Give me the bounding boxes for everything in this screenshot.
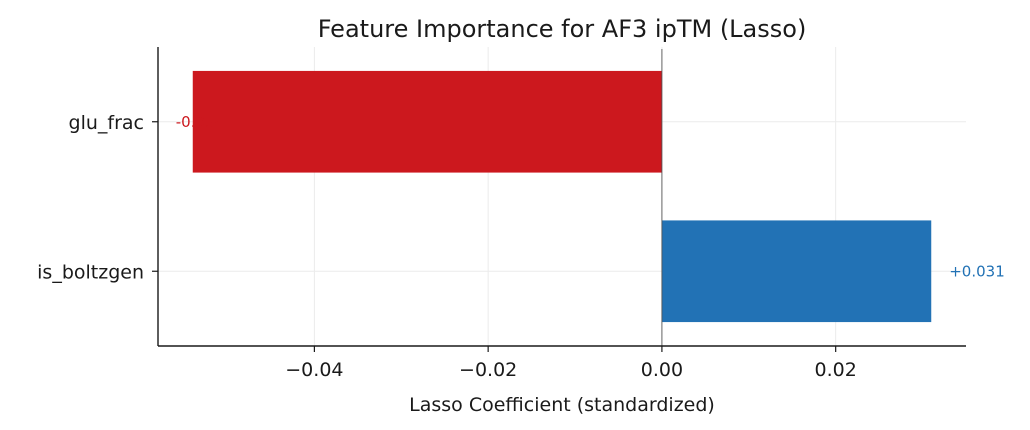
- bar-is-boltzgen: [661, 220, 932, 323]
- y-tick-label: is_boltzgen: [37, 261, 144, 283]
- x-tick-label: −0.02: [459, 359, 517, 381]
- y-tick-label: glu_frac: [69, 112, 144, 134]
- x-tick-label: 0.00: [641, 359, 683, 381]
- x-axis-ticks: −0.04 −0.02 0.00 0.02: [285, 346, 857, 381]
- y-axis-ticks: glu_frac is_boltzgen: [37, 112, 158, 283]
- x-tick-label: 0.02: [815, 359, 857, 381]
- x-tick-label: −0.04: [285, 359, 343, 381]
- bars: [192, 70, 932, 323]
- bar-glu-frac: [192, 70, 662, 173]
- x-axis-label: Lasso Coefficient (standardized): [409, 394, 715, 416]
- data-label: +0.031: [949, 262, 1005, 280]
- data-label: -0.054: [176, 113, 224, 131]
- data-labels: -0.054 +0.031: [176, 113, 1005, 281]
- chart-title: Feature Importance for AF3 ipTM (Lasso): [318, 15, 807, 43]
